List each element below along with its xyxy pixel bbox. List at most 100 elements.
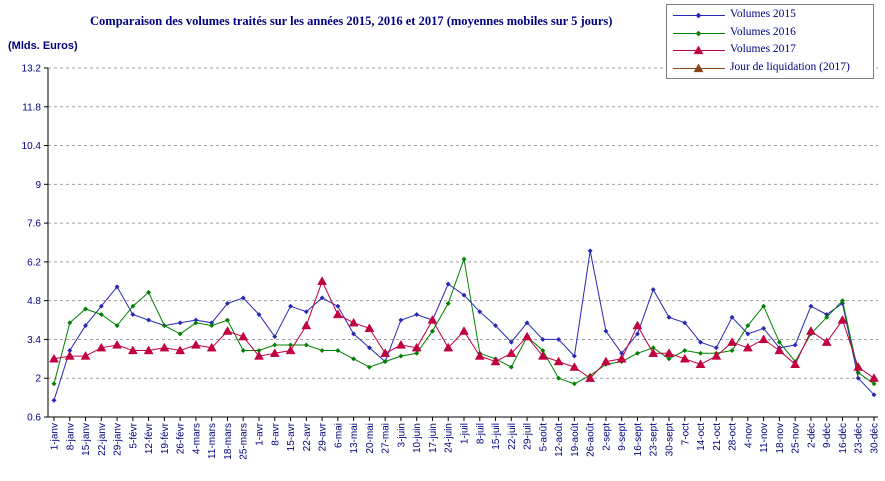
- x-tick-label: 30-déc: [870, 423, 881, 454]
- legend-marker-icon: [695, 30, 702, 36]
- data-point: [146, 289, 152, 295]
- x-tick-label: 22-avr: [302, 422, 313, 451]
- y-tick-label: 11.8: [22, 102, 41, 113]
- x-tick-label: 9-sept: [617, 423, 628, 451]
- x-tick-label: 20-mai: [365, 423, 376, 454]
- y-tick-label: 3.4: [27, 335, 41, 346]
- y-tick-label: 9: [35, 180, 41, 191]
- data-point: [679, 353, 690, 363]
- data-point: [492, 323, 499, 329]
- data-point: [287, 303, 294, 309]
- data-point: [697, 350, 704, 356]
- series-line: [53, 257, 875, 385]
- chart-title: Comparaison des volumes traités sur les …: [90, 14, 613, 28]
- x-tick-label: 7-oct: [680, 423, 691, 445]
- data-point: [666, 314, 672, 320]
- data-point: [540, 336, 546, 342]
- x-tick-label: 18-nov: [775, 423, 786, 454]
- y-tick-label: 4.8: [27, 296, 41, 307]
- data-point: [616, 353, 627, 363]
- data-point: [285, 345, 296, 355]
- x-tick-label: 8-juil: [475, 423, 486, 444]
- data-point: [411, 342, 422, 352]
- data-point: [839, 298, 846, 304]
- data-point: [67, 320, 73, 326]
- data-point: [98, 303, 104, 309]
- data-point: [380, 348, 391, 357]
- data-point: [238, 331, 249, 341]
- data-point: [474, 351, 485, 360]
- data-point: [729, 347, 735, 354]
- x-tick-label: 4-mars: [191, 423, 202, 454]
- data-point: [855, 370, 861, 376]
- data-point: [508, 364, 514, 370]
- data-point: [193, 320, 199, 326]
- x-tick-label: 2-déc: [806, 423, 817, 448]
- x-tick-label: 1-janv: [50, 423, 61, 450]
- data-point: [508, 339, 514, 345]
- data-point: [64, 351, 75, 360]
- data-point: [556, 336, 562, 342]
- x-tick-label: 23-sept: [649, 423, 660, 457]
- x-tick-label: 25-nov: [791, 423, 802, 454]
- x-tick-label: 27-mai: [381, 423, 392, 454]
- data-point: [335, 303, 341, 309]
- data-point: [269, 348, 280, 357]
- data-point: [761, 325, 767, 331]
- x-tick-label: 5-août: [538, 423, 549, 452]
- x-tick-label: 19-août: [570, 423, 581, 457]
- data-point: [650, 287, 656, 293]
- x-tick-label: 25-mars: [239, 423, 250, 460]
- x-tick-label: 5-févr: [128, 422, 139, 448]
- x-tick-label: 15-janv: [81, 423, 92, 456]
- data-point: [351, 331, 357, 337]
- data-point: [351, 356, 357, 362]
- x-tick-label: 16-déc: [838, 423, 849, 454]
- data-point: [49, 353, 59, 363]
- data-point: [758, 334, 769, 344]
- data-point: [395, 339, 406, 349]
- data-point: [348, 317, 359, 327]
- x-tick-label: 29-juil: [523, 423, 534, 450]
- data-point: [112, 339, 123, 349]
- x-tick-label: 6-mai: [333, 423, 344, 448]
- data-point: [461, 256, 467, 262]
- data-point: [177, 320, 183, 326]
- x-tick-label: 23-déc: [854, 423, 865, 454]
- x-tick-label: 29-avr: [318, 422, 329, 451]
- data-point: [774, 345, 785, 355]
- data-point: [190, 339, 201, 349]
- data-point: [742, 342, 753, 352]
- data-point: [82, 323, 89, 329]
- x-tick-label: 8-janv: [65, 423, 76, 450]
- x-tick-label: 1-avr: [255, 422, 266, 445]
- x-tick-label: 29-janv: [113, 423, 124, 456]
- data-point: [792, 342, 798, 348]
- x-tick-label: 12-août: [554, 423, 565, 457]
- legend: Volumes 2015 Volumes 2016 Volumes 2017 Jour…: [666, 4, 874, 79]
- data-point: [366, 345, 372, 351]
- data-point: [98, 311, 104, 318]
- x-tick-label: 24-juin: [444, 423, 455, 453]
- data-point: [587, 248, 593, 254]
- y-tick-label: 2: [35, 374, 41, 385]
- data-point: [443, 342, 454, 352]
- y-tick-label: 13.2: [22, 64, 42, 75]
- data-point: [729, 314, 735, 320]
- data-point: [398, 353, 404, 359]
- x-tick-label: 8-avr: [270, 422, 281, 445]
- data-point: [114, 323, 120, 329]
- legend-marker-icon: [695, 12, 702, 19]
- data-point: [224, 317, 231, 323]
- data-point: [461, 292, 467, 298]
- data-point: [254, 351, 264, 360]
- x-tick-label: 10-juin: [412, 423, 423, 453]
- data-point: [177, 331, 183, 337]
- x-tick-label: 11-nov: [759, 423, 770, 453]
- data-point: [161, 323, 167, 329]
- data-point: [506, 348, 517, 357]
- data-point: [272, 334, 278, 340]
- data-point: [319, 295, 325, 301]
- x-tick-label: 22-juil: [507, 423, 518, 450]
